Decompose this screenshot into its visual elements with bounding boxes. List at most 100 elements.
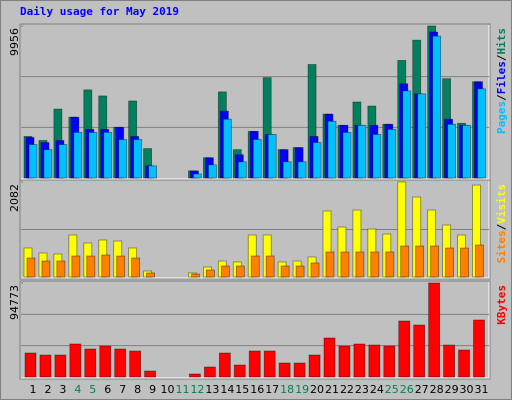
bar: [26, 257, 36, 278]
bar: [340, 251, 350, 278]
x-tick-label: 13: [205, 383, 219, 396]
bar: [263, 350, 276, 378]
x-tick-label: 20: [310, 383, 324, 396]
bar: [312, 142, 322, 179]
legend-separator: /: [495, 223, 508, 230]
bar: [191, 273, 200, 278]
x-tick-label: 16: [250, 383, 264, 396]
bar: [114, 348, 127, 378]
x-tick-label: 10: [161, 383, 175, 396]
bar: [58, 144, 68, 179]
y-tick-label: 2082: [8, 184, 21, 212]
x-tick-label: 21: [325, 383, 339, 396]
bar: [71, 255, 81, 278]
legend-entry: Hits: [495, 28, 508, 55]
bar: [28, 144, 38, 179]
bar: [383, 345, 396, 378]
bar: [84, 348, 97, 378]
chart-title: Daily usage for May 2019: [20, 5, 179, 18]
bar: [357, 124, 367, 179]
bar: [372, 134, 382, 179]
bar: [203, 366, 216, 378]
bar: [428, 282, 441, 378]
legend-entry: Files: [495, 61, 508, 94]
bar: [342, 131, 352, 179]
bar: [73, 131, 83, 179]
bar: [280, 265, 290, 278]
x-tick-label: 17: [265, 383, 279, 396]
bar: [43, 149, 53, 179]
bar: [148, 165, 158, 179]
bar: [338, 345, 351, 378]
x-tick-label: 7: [119, 383, 126, 396]
bar: [252, 139, 262, 179]
bar: [86, 255, 96, 278]
bar: [325, 251, 335, 278]
x-tick-label: 25: [385, 383, 399, 396]
legend-entry: Pages: [495, 101, 508, 134]
bar: [368, 344, 381, 378]
x-tick-label: 27: [415, 383, 429, 396]
bar: [248, 350, 261, 378]
legend-entry: Sites: [495, 230, 508, 263]
x-tick-label: 15: [235, 383, 249, 396]
bar: [116, 255, 126, 278]
x-tick-label: 30: [460, 383, 474, 396]
bar: [475, 244, 484, 278]
x-tick-label: 4: [74, 383, 81, 396]
bar: [146, 272, 156, 278]
x-tick-label: 22: [340, 383, 354, 396]
legend-separator: /: [495, 94, 508, 101]
x-tick-label: 5: [89, 383, 96, 396]
bar: [250, 255, 260, 278]
bar: [445, 247, 455, 278]
x-tick-label: 14: [220, 383, 234, 396]
x-tick-label: 12: [190, 383, 204, 396]
legend: Sites/Visits: [495, 184, 508, 264]
bar: [101, 254, 111, 278]
bar: [218, 352, 231, 378]
bar: [205, 269, 215, 278]
bar: [402, 90, 412, 179]
bar: [385, 251, 395, 278]
bar: [460, 247, 469, 278]
bar: [237, 161, 247, 179]
legend-entry: KBytes: [495, 285, 508, 325]
x-tick-label: 31: [475, 383, 489, 396]
x-tick-label: 28: [430, 383, 444, 396]
x-tick-label: 26: [400, 383, 414, 396]
bar: [370, 251, 380, 278]
bar: [387, 128, 397, 179]
bar: [327, 120, 337, 179]
bar: [432, 35, 442, 179]
bar: [477, 88, 486, 179]
bar: [295, 265, 305, 278]
bar: [233, 364, 246, 378]
bar: [413, 324, 426, 378]
legend-entry: Visits: [495, 184, 508, 224]
bar: [293, 362, 306, 378]
bar: [41, 260, 51, 278]
x-tick-label: 9: [149, 383, 156, 396]
bar: [430, 245, 440, 278]
x-tick-label: 23: [355, 383, 369, 396]
bar: [54, 354, 67, 378]
bar: [310, 262, 320, 278]
bar: [415, 245, 425, 278]
bar: [133, 139, 143, 179]
bar: [88, 131, 98, 179]
x-tick-label: 19: [295, 383, 309, 396]
bar: [443, 344, 456, 378]
bar: [118, 139, 128, 179]
bar: [355, 251, 365, 278]
x-tick-label: 3: [59, 383, 66, 396]
bar: [265, 255, 275, 278]
panel-bevel: [21, 181, 490, 279]
legend: Pages/Files/Hits: [495, 28, 508, 134]
bar: [447, 123, 457, 179]
bar: [144, 370, 157, 378]
bar: [220, 265, 230, 278]
y-tick-label: 9956: [8, 28, 21, 56]
